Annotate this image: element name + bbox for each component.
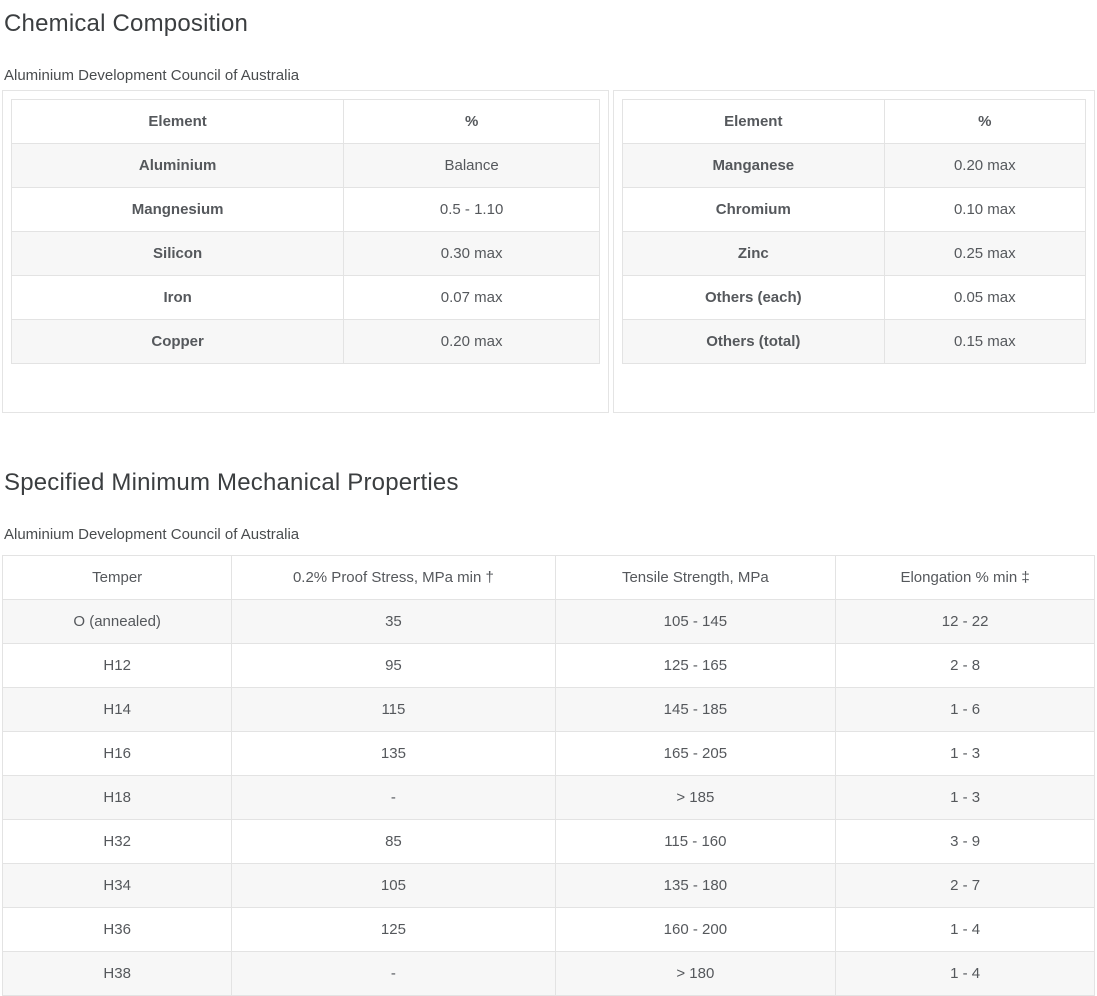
table-row: O (annealed) 35 105 - 145 12 - 22 [1,599,1095,644]
column-header-tensile-strength: Tensile Strength, MPa [554,555,837,600]
element-name-cell: Mangnesium [10,187,345,232]
header-row: Element % [622,99,1087,144]
element-value-cell: 0.10 max [883,187,1087,232]
element-name-cell: Iron [10,275,345,320]
table-row: Silicon 0.30 max [10,231,600,276]
element-value-cell: 0.5 - 1.10 [343,187,600,232]
element-value-cell: 0.30 max [343,231,600,276]
elongation-cell: 1 - 4 [835,907,1095,952]
temper-cell: H18 [1,775,233,820]
column-header-elongation: Elongation % min ‡ [835,555,1095,600]
section-title-chemical-composition: Chemical Composition [4,10,249,37]
column-header-temper: Temper [1,555,233,600]
tensile-strength-cell: > 185 [554,775,837,820]
table-row: Iron 0.07 max [10,275,600,320]
elongation-cell: 1 - 3 [835,731,1095,776]
temper-cell: O (annealed) [1,599,233,644]
element-name-cell: Aluminium [10,143,345,188]
element-name-cell: Others (each) [622,275,885,320]
chemical-composition-panels: Element % Aluminium Balance Mangnesium 0… [2,90,1095,413]
tensile-strength-cell: 115 - 160 [554,819,837,864]
proof-stress-cell: 95 [231,643,556,688]
elongation-cell: 2 - 8 [835,643,1095,688]
element-name-cell: Silicon [10,231,345,276]
temper-cell: H36 [1,907,233,952]
table-row: Others (each) 0.05 max [622,275,1087,320]
temper-cell: H12 [1,643,233,688]
column-header-element: Element [10,99,345,144]
temper-cell: H16 [1,731,233,776]
tensile-strength-cell: 165 - 205 [554,731,837,776]
element-value-cell: 0.05 max [883,275,1087,320]
table-row: H18 - > 185 1 - 3 [1,775,1095,820]
table-row: Zinc 0.25 max [622,231,1087,276]
table-row: H12 95 125 - 165 2 - 8 [1,643,1095,688]
proof-stress-cell: 105 [231,863,556,908]
header-row: Element % [10,99,600,144]
column-header-percent: % [343,99,600,144]
section-divider-space [0,413,1097,459]
proof-stress-cell: 115 [231,687,556,732]
section-title-mechanical-properties: Specified Minimum Mechanical Properties [4,469,459,496]
temper-cell: H32 [1,819,233,864]
tensile-strength-cell: > 180 [554,951,837,996]
column-header-element: Element [622,99,885,144]
proof-stress-cell: 135 [231,731,556,776]
table-row: Others (total) 0.15 max [622,319,1087,364]
elongation-cell: 12 - 22 [835,599,1095,644]
temper-cell: H34 [1,863,233,908]
table-row: Mangnesium 0.5 - 1.10 [10,187,600,232]
chemical-composition-table-right: Element % Manganese 0.20 max Chromium 0.… [622,99,1087,364]
proof-stress-cell: 125 [231,907,556,952]
element-name-cell: Chromium [622,187,885,232]
tensile-strength-cell: 125 - 165 [554,643,837,688]
element-name-cell: Others (total) [622,319,885,364]
header-row: Temper 0.2% Proof Stress, MPa min † Tens… [1,555,1095,600]
table-row: H38 - > 180 1 - 4 [1,951,1095,996]
tensile-strength-cell: 160 - 200 [554,907,837,952]
element-name-cell: Copper [10,319,345,364]
table-row: H36 125 160 - 200 1 - 4 [1,907,1095,952]
chemical-composition-panel-left: Element % Aluminium Balance Mangnesium 0… [2,90,609,413]
chemical-composition-table-left: Element % Aluminium Balance Mangnesium 0… [10,99,600,364]
elongation-cell: 1 - 3 [835,775,1095,820]
element-value-cell: 0.07 max [343,275,600,320]
proof-stress-cell: 85 [231,819,556,864]
table-row: H16 135 165 - 205 1 - 3 [1,731,1095,776]
temper-cell: H14 [1,687,233,732]
mechanical-properties-table: Temper 0.2% Proof Stress, MPa min † Tens… [1,555,1095,996]
elongation-cell: 1 - 4 [835,951,1095,996]
section-subtitle-mechanical-properties: Aluminium Development Council of Austral… [4,526,300,543]
table-row: Aluminium Balance [10,143,600,188]
column-header-proof-stress: 0.2% Proof Stress, MPa min † [231,555,556,600]
table-row: H32 85 115 - 160 3 - 9 [1,819,1095,864]
table-row: Chromium 0.10 max [622,187,1087,232]
tensile-strength-cell: 135 - 180 [554,863,837,908]
element-value-cell: 0.20 max [883,143,1087,188]
proof-stress-cell: - [231,951,556,996]
elongation-cell: 1 - 6 [835,687,1095,732]
element-value-cell: Balance [343,143,600,188]
element-name-cell: Manganese [622,143,885,188]
elongation-cell: 3 - 9 [835,819,1095,864]
table-row: H34 105 135 - 180 2 - 7 [1,863,1095,908]
table-row: Copper 0.20 max [10,319,600,364]
tensile-strength-cell: 105 - 145 [554,599,837,644]
elongation-cell: 2 - 7 [835,863,1095,908]
element-name-cell: Zinc [622,231,885,276]
element-value-cell: 0.25 max [883,231,1087,276]
column-header-percent: % [883,99,1087,144]
temper-cell: H38 [1,951,233,996]
proof-stress-cell: - [231,775,556,820]
element-value-cell: 0.20 max [343,319,600,364]
element-value-cell: 0.15 max [883,319,1087,364]
chemical-composition-panel-right: Element % Manganese 0.20 max Chromium 0.… [613,90,1095,413]
proof-stress-cell: 35 [231,599,556,644]
table-row: Manganese 0.20 max [622,143,1087,188]
table-row: H14 115 145 - 185 1 - 6 [1,687,1095,732]
section-subtitle-chemical-composition: Aluminium Development Council of Austral… [4,67,300,84]
tensile-strength-cell: 145 - 185 [554,687,837,732]
